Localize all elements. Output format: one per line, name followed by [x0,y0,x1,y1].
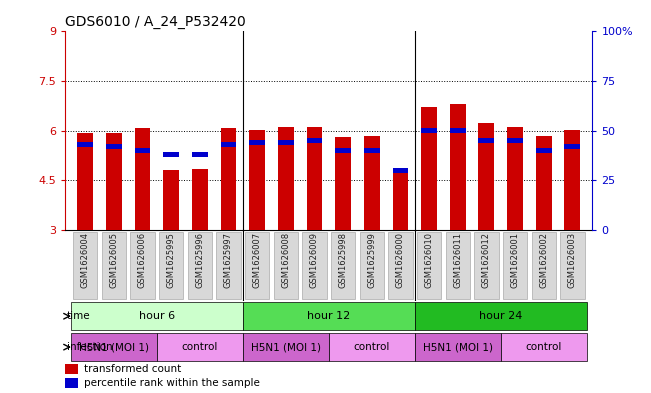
Bar [192,152,208,157]
FancyBboxPatch shape [388,231,413,299]
FancyBboxPatch shape [415,333,501,361]
Bar [249,130,265,230]
Text: GSM1625999: GSM1625999 [367,232,376,288]
Text: H5N1 (MOI 1): H5N1 (MOI 1) [79,342,149,352]
Bar [393,168,408,173]
Bar [163,169,179,230]
Bar [450,128,465,133]
Text: control: control [353,342,390,352]
FancyBboxPatch shape [243,302,415,330]
Bar [564,144,580,149]
Bar [307,127,322,230]
FancyBboxPatch shape [216,231,241,299]
Bar [421,128,437,133]
Bar [478,138,494,143]
Text: hour 12: hour 12 [307,311,350,321]
Text: time: time [66,311,90,321]
FancyBboxPatch shape [159,231,184,299]
Text: GSM1626008: GSM1626008 [281,232,290,288]
FancyBboxPatch shape [445,231,470,299]
Bar [278,127,294,230]
Bar [221,128,236,230]
Bar [65,378,78,388]
Text: GSM1626002: GSM1626002 [539,232,548,288]
FancyBboxPatch shape [531,231,556,299]
Text: transformed count: transformed count [83,364,181,375]
Text: GSM1626005: GSM1626005 [109,232,118,288]
FancyBboxPatch shape [359,231,384,299]
Bar [192,169,208,230]
Text: GSM1626009: GSM1626009 [310,232,319,288]
FancyBboxPatch shape [73,231,98,299]
FancyBboxPatch shape [415,302,587,330]
FancyBboxPatch shape [302,231,327,299]
Text: GSM1625998: GSM1625998 [339,232,348,288]
FancyBboxPatch shape [474,231,499,299]
FancyBboxPatch shape [243,333,329,361]
Bar [335,137,351,230]
Bar [421,107,437,230]
Text: control: control [525,342,562,352]
Text: GSM1626003: GSM1626003 [568,232,577,288]
Bar [507,138,523,143]
Bar [221,142,236,147]
Bar [135,128,150,230]
Text: GSM1626001: GSM1626001 [510,232,519,288]
FancyBboxPatch shape [187,231,212,299]
FancyBboxPatch shape [157,333,243,361]
Text: H5N1 (MOI 1): H5N1 (MOI 1) [422,342,493,352]
Text: hour 6: hour 6 [139,311,175,321]
Text: GSM1626004: GSM1626004 [81,232,90,288]
Text: percentile rank within the sample: percentile rank within the sample [83,378,260,388]
Bar [450,104,465,230]
FancyBboxPatch shape [245,231,270,299]
Text: GSM1626011: GSM1626011 [453,232,462,288]
Bar [364,148,380,153]
Bar [507,127,523,230]
FancyBboxPatch shape [501,333,587,361]
Text: hour 24: hour 24 [479,311,522,321]
Bar [77,142,93,147]
FancyBboxPatch shape [503,231,527,299]
Bar [536,136,551,230]
Bar [307,138,322,143]
Bar [249,140,265,145]
Text: GSM1625995: GSM1625995 [167,232,176,288]
Text: GSM1625997: GSM1625997 [224,232,233,288]
FancyBboxPatch shape [71,302,243,330]
Bar [278,140,294,145]
Text: GSM1626007: GSM1626007 [253,232,262,288]
FancyBboxPatch shape [102,231,126,299]
Bar [106,144,122,149]
FancyBboxPatch shape [71,333,157,361]
Bar [65,364,78,375]
Bar [335,148,351,153]
Bar [77,133,93,230]
Bar [135,148,150,153]
FancyBboxPatch shape [273,231,298,299]
FancyBboxPatch shape [417,231,441,299]
Text: control: control [182,342,218,352]
Bar [536,148,551,153]
Text: H5N1 (MOI 1): H5N1 (MOI 1) [251,342,321,352]
Text: GSM1626010: GSM1626010 [424,232,434,288]
FancyBboxPatch shape [331,231,355,299]
Text: GSM1625996: GSM1625996 [195,232,204,288]
Bar [393,169,408,230]
Bar [564,130,580,230]
Text: GDS6010 / A_24_P532420: GDS6010 / A_24_P532420 [65,15,246,29]
Text: GSM1626006: GSM1626006 [138,232,147,288]
FancyBboxPatch shape [560,231,585,299]
Bar [163,152,179,157]
Text: GSM1626012: GSM1626012 [482,232,491,288]
Text: GSM1626000: GSM1626000 [396,232,405,288]
Bar [106,133,122,230]
Bar [364,136,380,230]
FancyBboxPatch shape [130,231,155,299]
Bar [478,123,494,230]
FancyBboxPatch shape [329,333,415,361]
Text: infection: infection [66,342,112,352]
